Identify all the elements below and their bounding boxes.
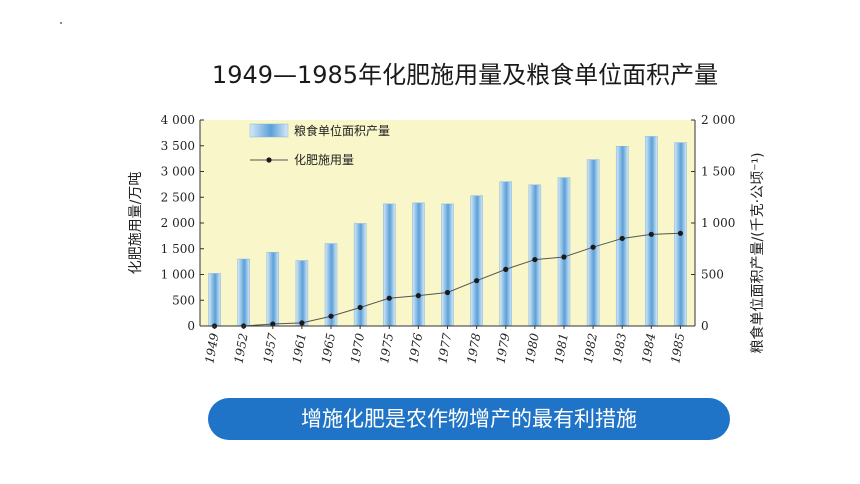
bar-1970 [353,223,367,327]
point-1970 [357,304,363,311]
bar-1980 [528,184,542,327]
x-tick-label: 1957 [261,332,280,365]
right-tick-label: 2 000 [701,113,735,127]
x-tick-label: 1949 [202,332,221,365]
point-1978 [474,278,480,284]
point-1983 [619,235,625,242]
right-tick-label: 1 500 [701,165,735,179]
decorative-dot [60,22,62,24]
x-tick-label: 1965 [319,332,338,365]
point-1977 [444,289,451,296]
point-1957 [270,321,276,327]
left-tick-label: 3 500 [161,139,195,153]
x-tick-label: 1984 [639,332,658,365]
bar-1978 [470,195,483,327]
right-tick-label: 500 [701,268,724,282]
right-tick-label: 0 [701,319,709,333]
point-1985 [677,230,684,236]
point-1984 [648,231,654,237]
bar-1976 [412,202,425,327]
x-tick-label: 1952 [232,332,251,365]
bar-1952 [237,258,250,327]
x-tick-label: 1961 [290,332,309,365]
left-tick-label: 0 [187,319,195,333]
bar-1984 [645,136,658,327]
point-1965 [328,313,334,319]
left-tick-label: 1 500 [161,242,195,256]
point-1961 [299,320,305,326]
conclusion-banner: 增施化肥是农作物增产的最有利措施 [208,398,730,440]
left-tick-label: 2 000 [161,216,195,230]
x-tick-label: 1975 [377,332,396,365]
bar-1975 [383,203,396,327]
x-tick-label: 1980 [523,332,542,365]
x-tick-label: 1981 [552,332,571,365]
legend-line-label: 化肥施用量 [294,153,354,167]
chart-title: 1949—1985年化肥施用量及粮食单位面积产量 [211,61,719,89]
left-tick-label: 3 000 [161,165,195,179]
bar-1949 [208,273,221,327]
left-tick-label: 1 000 [161,268,195,282]
bar-1977 [441,203,454,327]
right-tick-label: 1 000 [701,216,735,230]
x-tick-label: 1982 [581,332,600,365]
legend-bar-label: 粮食单位面积产量 [294,123,390,138]
legend-bar-swatch [249,123,289,138]
left-tick-label: 500 [172,293,195,307]
x-tick-label: 1978 [464,332,483,365]
point-1976 [415,293,421,299]
point-1979 [503,266,509,272]
bar-1957 [266,252,280,327]
x-tick-label: 1977 [435,332,454,365]
legend-line-marker [266,157,272,163]
x-tick-label: 1970 [348,332,367,365]
chart: 0 500 1 000 1 500 2 000 2 500 3 000 3 500 4 000 0… [128,113,766,365]
x-tick-label: 1983 [610,332,629,365]
x-tick-label: 1976 [406,332,425,365]
y2-axis-label: 粮食单位面积产量/(千克·公顷⁻¹) [749,152,766,353]
point-1981 [561,254,567,260]
left-tick-label: 2 500 [161,190,195,204]
point-1975 [386,295,392,301]
bar-1981 [557,177,571,327]
left-tick-label: 4 000 [161,113,195,127]
y-axis-label: 化肥施用量/万吨 [128,172,144,275]
bar-1982 [586,159,600,327]
point-1982 [590,244,596,250]
point-1980 [532,256,538,263]
bar-1961 [295,260,309,327]
bar-1979 [499,181,512,327]
x-tick-label: 1979 [494,332,513,365]
x-tick-label: 1985 [668,332,687,365]
